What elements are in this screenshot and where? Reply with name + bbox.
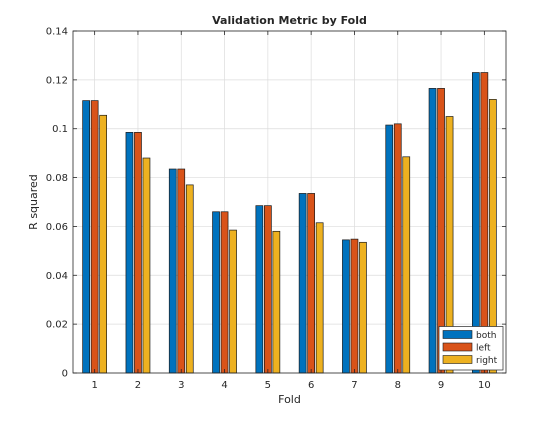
bar-right-fold-5 xyxy=(272,230,281,374)
x-tick-label: 7 xyxy=(351,380,357,391)
x-tick-label: 3 xyxy=(178,380,184,391)
bar-right-fold-8 xyxy=(402,156,411,374)
x-tick-label: 5 xyxy=(265,380,271,391)
x-tick-label: 2 xyxy=(135,380,141,391)
bar-left-fold-2 xyxy=(134,132,142,374)
bar-right-fold-6 xyxy=(315,222,324,374)
y-tick-label: 0.1 xyxy=(52,124,68,135)
axis-ticks: 0 0.02 0.04 0.06 0.08 0.1 0.12 0.14 1 2 3 4 5 6 7 8 9 10 xyxy=(46,27,506,391)
legend-swatch-right xyxy=(442,355,473,364)
bar-both-fold-8 xyxy=(385,124,394,374)
bar-left-fold-1 xyxy=(90,100,99,374)
bar-right-fold-2 xyxy=(142,157,151,374)
bar-both-fold-4 xyxy=(212,211,220,374)
y-tick-label: 0.12 xyxy=(46,75,68,86)
bar-right-fold-1 xyxy=(99,114,108,374)
plot-frame xyxy=(72,30,507,374)
bar-both-fold-2 xyxy=(125,132,134,374)
bar-left-fold-8 xyxy=(393,123,402,374)
bar-both-fold-7 xyxy=(342,239,350,374)
bar-left-fold-3 xyxy=(177,168,186,374)
bar-left-fold-7 xyxy=(350,238,359,374)
y-tick-label: 0.02 xyxy=(46,320,68,331)
x-tick-label: 10 xyxy=(478,380,491,391)
bar-right-fold-7 xyxy=(359,241,367,374)
x-axis-label: Fold xyxy=(278,393,301,406)
bar-both-fold-9 xyxy=(428,88,437,374)
bar-both-fold-5 xyxy=(255,205,264,374)
y-tick-label: 0 xyxy=(62,369,68,380)
x-tick-label: 6 xyxy=(308,380,314,391)
bars xyxy=(82,72,497,374)
x-tick-label: 8 xyxy=(395,380,401,391)
bar-left-fold-4 xyxy=(220,211,229,374)
chart-title: Validation Metric by Fold xyxy=(212,14,367,27)
x-tick-label: 4 xyxy=(221,380,227,391)
legend-label-right: right xyxy=(476,356,498,366)
x-tick-label: 9 xyxy=(438,380,444,391)
legend-swatch-left xyxy=(442,342,473,352)
legend-label-left: left xyxy=(476,344,491,354)
y-tick-label: 0.08 xyxy=(46,173,68,184)
bar-both-fold-6 xyxy=(298,193,307,374)
bar-both-fold-3 xyxy=(168,168,177,374)
legend-swatch-both xyxy=(442,330,473,339)
legend-label-both: both xyxy=(476,331,496,341)
bar-right-fold-4 xyxy=(229,229,237,374)
y-axis-label: R squared xyxy=(27,174,40,230)
bar-left-fold-6 xyxy=(307,193,315,374)
y-tick-label: 0.14 xyxy=(46,27,68,38)
bar-left-fold-5 xyxy=(264,205,272,374)
y-tick-label: 0.06 xyxy=(46,222,68,233)
bar-right-fold-3 xyxy=(185,184,194,374)
bar-both-fold-1 xyxy=(82,100,91,374)
y-tick-label: 0.04 xyxy=(46,271,68,282)
legend: both left right xyxy=(438,326,504,371)
x-tick-label: 1 xyxy=(91,380,97,391)
